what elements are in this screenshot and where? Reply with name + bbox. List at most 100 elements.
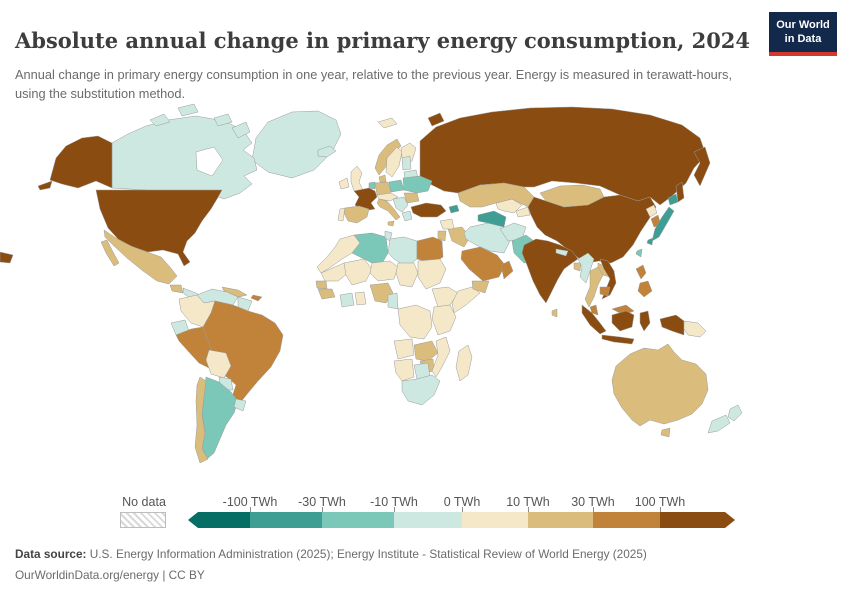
country-niger[interactable]	[369, 260, 399, 282]
country-svalbard[interactable]	[377, 117, 398, 129]
country-myanmar[interactable]	[577, 252, 595, 284]
country-cote-divoire[interactable]	[339, 292, 355, 308]
country-greenland[interactable]	[251, 110, 342, 179]
country-mongolia[interactable]	[539, 184, 605, 208]
country-cambodia[interactable]	[599, 286, 611, 297]
country-cuba[interactable]	[221, 286, 248, 298]
country-somalia[interactable]	[451, 286, 481, 314]
country-thailand[interactable]	[584, 266, 604, 308]
legend-bin-segment[interactable]	[322, 512, 394, 528]
country-turkey[interactable]	[410, 202, 447, 218]
country-oman[interactable]	[500, 260, 514, 280]
legend-bin-segment[interactable]	[250, 512, 322, 528]
country-dr-congo[interactable]	[397, 304, 433, 340]
owid-logo-line2: in Data	[784, 33, 822, 46]
country-poland[interactable]	[388, 179, 405, 193]
country-syria[interactable]	[439, 218, 455, 230]
data-source-line: Data source: U.S. Energy Information Adm…	[15, 544, 647, 565]
country-uruguay[interactable]	[233, 398, 247, 412]
country-yemen[interactable]	[471, 280, 490, 294]
country-egypt[interactable]	[416, 236, 444, 264]
no-data-swatch[interactable]	[120, 512, 166, 528]
country-united-states[interactable]	[37, 135, 223, 267]
license-text: | CC BY	[159, 568, 205, 583]
owid-logo[interactable]: Our World in Data	[769, 12, 837, 56]
country-kazakhstan[interactable]	[457, 182, 535, 208]
country-vietnam[interactable]	[599, 258, 617, 300]
legend-bin-segment[interactable]	[593, 512, 660, 528]
region-balkans[interactable]	[392, 196, 409, 213]
country-kenya[interactable]	[431, 304, 457, 336]
country-south-africa[interactable]	[401, 374, 441, 406]
country-italy[interactable]	[376, 198, 401, 227]
country-turkmenistan[interactable]	[477, 210, 507, 228]
country-denmark[interactable]	[378, 174, 387, 183]
legend-color-bar	[188, 512, 735, 528]
region-baltic-states[interactable]	[401, 155, 412, 171]
country-united-kingdom[interactable]	[350, 165, 364, 192]
country-kyrgyzstan[interactable]	[515, 206, 531, 218]
country-philippines[interactable]	[635, 264, 653, 298]
country-guinea[interactable]	[317, 288, 336, 300]
country-indonesia[interactable]	[581, 304, 685, 345]
country-bangladesh[interactable]	[573, 262, 582, 272]
country-cameroon[interactable]	[387, 292, 399, 310]
country-sweden[interactable]	[385, 146, 403, 178]
country-new-zealand[interactable]	[707, 404, 743, 434]
country-mali[interactable]	[343, 258, 373, 286]
legend-tick-mark	[394, 507, 395, 512]
country-ireland[interactable]	[338, 177, 350, 190]
owid-energy-link[interactable]: OurWorldinData.org/energy	[15, 568, 160, 583]
country-saudi-arabia[interactable]	[460, 246, 506, 282]
country-iraq[interactable]	[447, 226, 471, 248]
legend-tick-label: -10 TWh	[370, 495, 418, 509]
country-madagascar[interactable]	[455, 344, 473, 382]
country-netherlands[interactable]	[368, 181, 376, 190]
country-afghanistan[interactable]	[499, 222, 527, 242]
country-canada[interactable]	[111, 103, 258, 200]
chart-footer: Data source: U.S. Energy Information Adm…	[15, 544, 647, 586]
legend-tick-label: 30 TWh	[571, 495, 615, 509]
legend-tick-mark	[660, 507, 661, 512]
country-angola[interactable]	[393, 338, 415, 360]
country-japan[interactable]	[646, 193, 679, 246]
country-senegal[interactable]	[315, 280, 328, 290]
country-north-korea[interactable]	[645, 204, 658, 218]
data-source-text: U.S. Energy Information Administration (…	[86, 547, 647, 561]
legend-tick-label: 100 TWh	[634, 495, 686, 509]
country-sri-lanka[interactable]	[551, 308, 558, 318]
country-iceland[interactable]	[317, 145, 337, 158]
page-title: Absolute annual change in primary energy…	[15, 28, 751, 54]
country-azerbaijan[interactable]	[448, 204, 460, 214]
legend-bin-segment[interactable]	[394, 512, 462, 528]
country-australia[interactable]	[611, 343, 709, 438]
legend-bin-segment[interactable]	[528, 512, 593, 528]
country-mozambique[interactable]	[431, 336, 451, 378]
country-papua-new-guinea[interactable]	[683, 320, 707, 338]
country-taiwan[interactable]	[635, 248, 643, 258]
country-mexico[interactable]	[100, 229, 178, 285]
legend-bin-segment[interactable]	[660, 512, 735, 528]
country-guatemala[interactable]	[169, 284, 184, 294]
country-ukraine[interactable]	[402, 175, 433, 194]
country-nepal[interactable]	[555, 248, 569, 257]
country-spain[interactable]	[343, 205, 370, 224]
country-romania[interactable]	[403, 192, 420, 204]
country-zambia[interactable]	[413, 340, 439, 362]
country-argentina[interactable]	[201, 376, 239, 460]
country-greece[interactable]	[401, 210, 413, 222]
country-chad[interactable]	[395, 262, 419, 288]
country-namibia[interactable]	[393, 358, 415, 382]
country-portugal[interactable]	[337, 207, 346, 222]
legend-bin-segment[interactable]	[188, 512, 250, 528]
country-france[interactable]	[353, 187, 378, 212]
country-ghana[interactable]	[354, 291, 367, 306]
legend-tick-mark	[250, 507, 251, 512]
country-sudan[interactable]	[417, 258, 447, 290]
country-chile[interactable]	[194, 376, 209, 464]
legend-bin-segment[interactable]	[462, 512, 528, 528]
country-jordan[interactable]	[437, 230, 447, 242]
legend-tick-mark	[528, 507, 529, 512]
country-dominican-republic[interactable]	[250, 294, 263, 302]
